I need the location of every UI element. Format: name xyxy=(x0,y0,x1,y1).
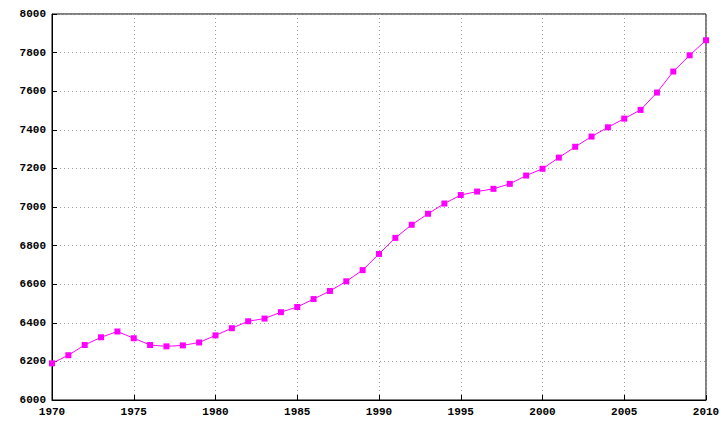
svg-text:7800: 7800 xyxy=(20,47,46,59)
svg-text:2005: 2005 xyxy=(611,406,638,418)
svg-text:6000: 6000 xyxy=(20,394,46,406)
svg-text:2000: 2000 xyxy=(529,406,555,418)
svg-text:6200: 6200 xyxy=(20,355,46,367)
svg-text:1985: 1985 xyxy=(284,406,311,418)
svg-text:6800: 6800 xyxy=(20,240,46,252)
svg-text:1990: 1990 xyxy=(366,406,392,418)
svg-text:1980: 1980 xyxy=(202,406,228,418)
svg-text:1995: 1995 xyxy=(448,406,475,418)
svg-text:6600: 6600 xyxy=(20,278,46,290)
svg-text:2010: 2010 xyxy=(693,406,719,418)
svg-text:6400: 6400 xyxy=(20,317,46,329)
svg-text:7600: 7600 xyxy=(20,85,46,97)
svg-text:1970: 1970 xyxy=(39,406,65,418)
svg-text:8000: 8000 xyxy=(20,8,46,20)
svg-text:7000: 7000 xyxy=(20,201,46,213)
svg-text:1975: 1975 xyxy=(121,406,148,418)
svg-text:7200: 7200 xyxy=(20,162,46,174)
svg-text:7400: 7400 xyxy=(20,124,46,136)
